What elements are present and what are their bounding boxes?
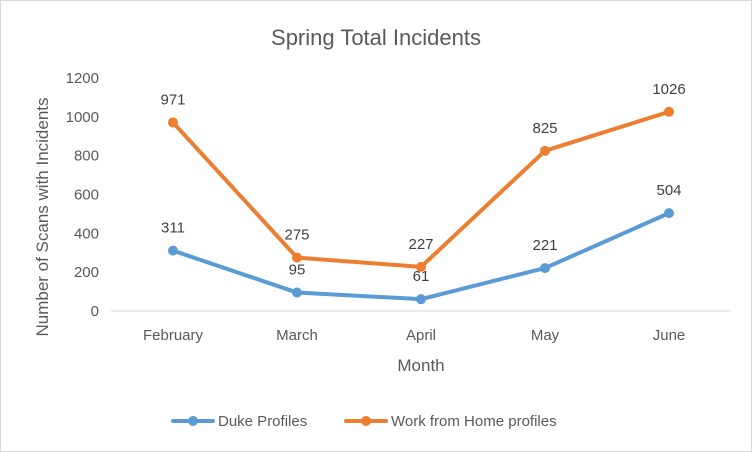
y-tick-label: 1000 [66,109,99,126]
legend-label: Work from Home profiles [391,413,557,430]
data-point [292,252,302,263]
y-axis-title: Number of Scans with Incidents [33,97,52,336]
data-label: 825 [532,120,557,137]
data-label: 311 [161,220,185,237]
x-tick-label: February [143,327,204,344]
x-axis-title: Month [397,356,444,375]
data-point [416,294,426,305]
data-label: 95 [289,262,306,279]
x-axis-ticks: February March April May June [143,327,685,344]
legend: Duke Profiles Work from Home profiles [171,413,557,430]
data-point [540,263,550,274]
y-tick-label: 0 [91,303,99,320]
data-point [416,261,426,272]
data-point [168,117,178,128]
legend-swatch-marker [361,416,371,426]
x-tick-label: March [276,327,318,344]
x-tick-label: June [653,327,686,344]
data-point [168,245,178,256]
legend-swatch-marker [188,416,198,426]
y-tick-label: 800 [74,148,99,165]
y-tick-label: 400 [74,225,99,242]
data-label: 221 [532,237,557,254]
legend-label: Duke Profiles [218,413,307,430]
y-tick-label: 1200 [66,70,99,87]
data-label: 971 [160,91,185,108]
data-label: 275 [284,227,309,244]
y-axis-ticks: 0 200 400 600 800 1000 1200 [66,70,99,320]
data-point [664,208,674,219]
data-label: 227 [408,236,433,253]
data-label: 1026 [652,81,685,98]
data-point [664,106,674,117]
data-point [540,145,550,156]
x-tick-label: April [406,327,436,344]
data-label: 61 [413,268,430,285]
series-line [171,211,671,302]
series-group: 311 95 61 221 504 971 275 227 825 1026 [160,81,686,305]
x-tick-label: May [531,327,560,344]
data-point [292,287,302,298]
chart-title: Spring Total Incidents [271,25,481,50]
y-tick-label: 600 [74,187,99,204]
data-label: 504 [656,182,681,199]
y-tick-label: 200 [74,264,99,281]
